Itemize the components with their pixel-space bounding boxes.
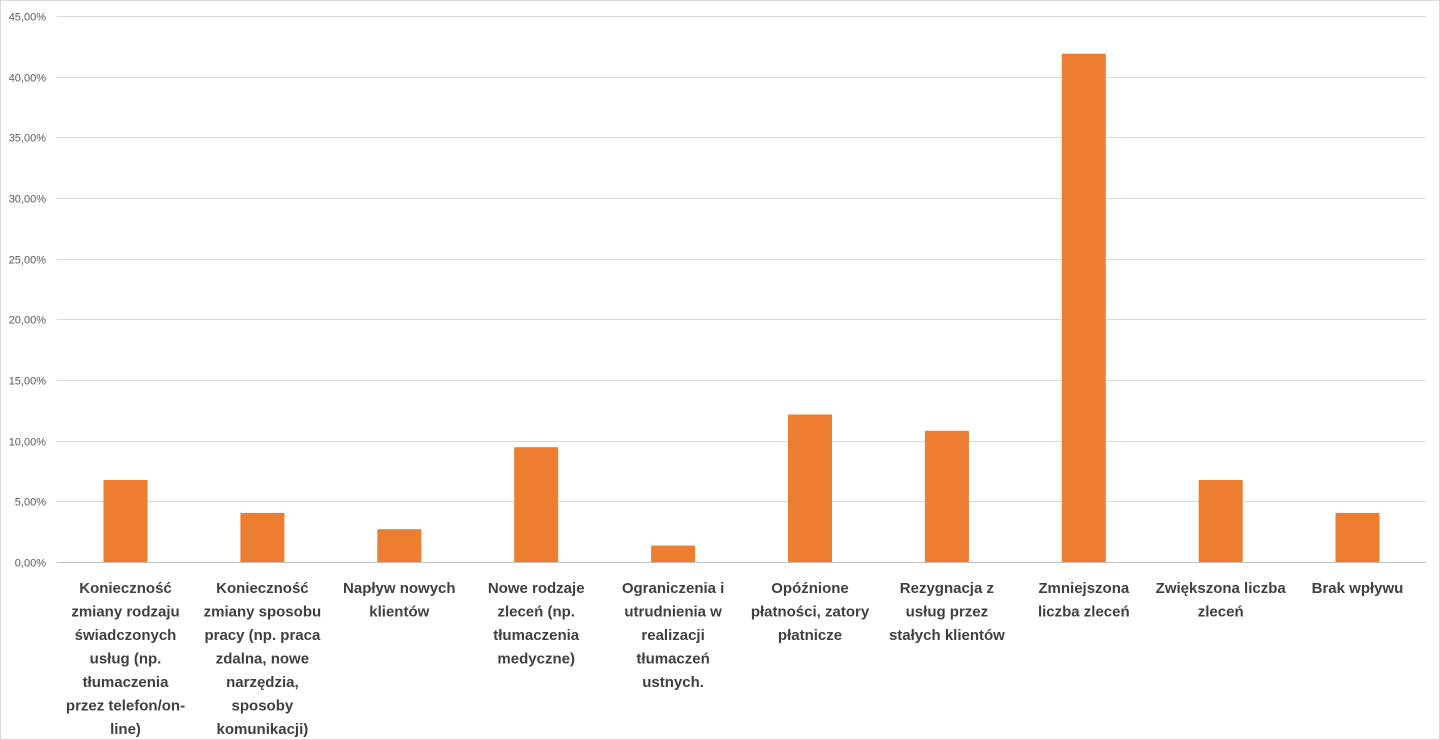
x-category-label-line: zleceń [1198, 604, 1244, 621]
y-tick-label: 40,00% [9, 73, 47, 85]
x-category-label-line: komunikacji) [217, 721, 309, 738]
x-category-label-line: narzędzia, [226, 674, 299, 691]
y-tick-label: 45,00% [9, 12, 47, 24]
x-category-label-line: tłumaczenia [83, 674, 170, 691]
x-category-label-line: medyczne) [497, 651, 575, 668]
x-category-label-line: Opóźnione [771, 580, 849, 597]
y-tick-label: 5,00% [15, 497, 46, 509]
x-category-label-line: pracy (np. praca [204, 627, 321, 644]
y-axis-tick-labels: 0,00% 5,00% 10,00% 15,00% 20,00% 25,00% 30,00%… [9, 12, 47, 570]
x-category-label: Zwiększona liczba zleceń [1156, 580, 1287, 621]
x-category-label: Konieczność zmiany rodzaju świadczonych usł… [66, 580, 185, 738]
x-category-label-line: Brak wpływu [1312, 580, 1404, 597]
x-category-label: Ograniczenia i utrudnienia w realizacji tłu… [622, 580, 725, 691]
x-category-label-line: realizacji [641, 627, 704, 644]
x-category-label-line: Konieczność [216, 580, 309, 597]
y-tick-label: 15,00% [9, 376, 47, 388]
x-category-label-line: utrudnienia w [624, 604, 722, 621]
x-category-label-line: usług (np. [90, 651, 162, 668]
bar [651, 545, 696, 562]
x-category-label-line: zmiany rodzaju [71, 604, 179, 621]
bar [1335, 512, 1380, 562]
x-category-label-line: liczba zleceń [1038, 604, 1130, 621]
bars [103, 53, 1380, 562]
x-category-label: Napływ nowych klientów [343, 580, 456, 621]
x-category-label-line: płatnicze [778, 627, 842, 644]
x-category-label-line: stałych klientów [889, 627, 1005, 644]
x-category-label: Rezygnacja z usług przez stałych klientów [889, 580, 1005, 644]
y-tick-label: 10,00% [9, 437, 47, 449]
x-axis-category-labels: Konieczność zmiany rodzaju świadczonych usł… [66, 580, 1403, 738]
y-tick-label: 25,00% [9, 255, 47, 267]
x-category-label: Zmniejszona liczba zleceń [1038, 580, 1130, 621]
x-category-label-line: sposoby [232, 698, 294, 715]
bar [377, 529, 422, 562]
x-category-label: Brak wpływu [1312, 580, 1404, 597]
bar [1061, 53, 1106, 562]
x-category-label-line: line) [110, 721, 141, 738]
x-category-label-line: przez telefon/on- [66, 698, 185, 715]
y-tick-label: 0,00% [15, 558, 46, 570]
x-category-label-line: Rezygnacja z [900, 580, 994, 597]
bar [514, 447, 559, 562]
bar [240, 512, 285, 562]
y-tick-label: 35,00% [9, 133, 47, 145]
x-category-label-line: płatności, zatory [751, 604, 870, 621]
x-category-label-line: Zwiększona liczba [1156, 580, 1287, 597]
bar [1198, 480, 1243, 562]
x-category-label-line: Nowe rodzaje [488, 580, 585, 597]
x-category-label-line: zmiany sposobu [204, 604, 322, 621]
x-category-label-line: Ograniczenia i [622, 580, 725, 597]
bar [103, 480, 148, 562]
x-category-label-line: usług przez [906, 604, 989, 621]
x-category-label: Konieczność zmiany sposobu pracy (np. prac… [204, 580, 322, 738]
bar [788, 414, 832, 562]
x-category-label-line: tłumaczenia [493, 627, 580, 644]
x-category-label: Opóźnione płatności, zatory płatnicze [751, 580, 870, 644]
x-category-label-line: zdalna, nowe [216, 651, 309, 668]
x-category-label-line: zleceń (np. [497, 604, 575, 621]
x-category-label-line: Zmniejszona [1038, 580, 1130, 597]
y-tick-label: 30,00% [9, 194, 47, 206]
x-category-label-line: ustnych. [642, 674, 704, 691]
x-category-label-line: świadczonych [75, 627, 177, 644]
x-category-label-line: klientów [369, 604, 429, 621]
x-category-label-line: tłumaczeń [636, 651, 709, 668]
y-tick-label: 20,00% [9, 315, 47, 327]
x-category-label-line: Konieczność [79, 580, 172, 597]
x-category-label-line: Napływ nowych [343, 580, 456, 597]
x-category-label: Nowe rodzaje zleceń (np. tłumaczenia medycz… [488, 580, 585, 668]
gridlines [57, 16, 1426, 502]
bar [924, 430, 969, 562]
